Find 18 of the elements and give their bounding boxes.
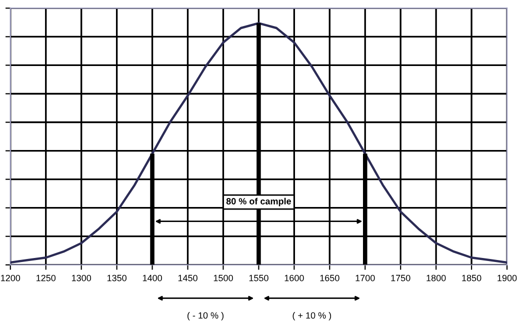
- x-tick-label: 1500: [214, 274, 233, 282]
- x-tick-label: 1600: [284, 274, 304, 282]
- x-tick-label: 1250: [36, 274, 56, 282]
- annotation: 80 % of cample: [226, 198, 292, 206]
- x-tick-label: 1700: [356, 274, 375, 282]
- x-tick-label: 1850: [462, 274, 482, 282]
- x-tick-label: 1800: [426, 274, 446, 282]
- x-tick-label: 1200: [1, 274, 20, 282]
- text: ( + 10 % ): [292, 312, 332, 320]
- x-tick-label: 1350: [107, 274, 127, 282]
- x-tick-label: 1550: [249, 274, 268, 282]
- x-tick-label: 1900: [498, 274, 517, 282]
- x-tick-label: 1750: [391, 274, 410, 282]
- x-tick-label: 1300: [72, 274, 92, 282]
- x-tick-label: 1650: [320, 274, 340, 282]
- text: ( - 10 % ): [187, 312, 224, 320]
- x-tick-label: 1450: [178, 274, 198, 282]
- x-tick-label: 1400: [142, 274, 162, 282]
